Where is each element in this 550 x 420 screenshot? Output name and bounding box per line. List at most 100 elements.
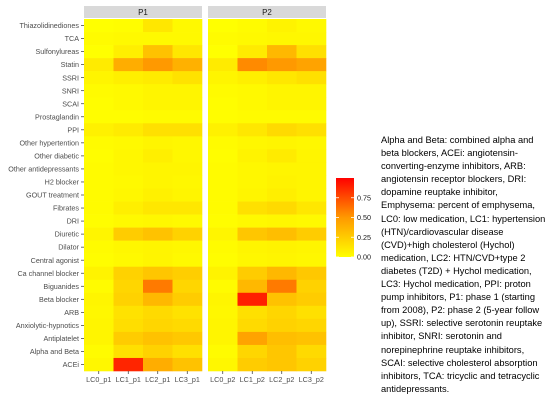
heatmap-cell <box>113 331 144 346</box>
heatmap-cell <box>172 227 203 241</box>
heatmap-cell <box>267 227 297 241</box>
heatmap-cell <box>84 123 114 137</box>
heatmap-cell <box>172 45 203 59</box>
heatmap-cell <box>237 240 268 254</box>
y-tick-label: Ca channel blocker <box>17 269 79 278</box>
heatmap-cell <box>172 318 203 333</box>
heatmap-cell <box>267 19 297 33</box>
heatmap-cell <box>237 357 268 372</box>
heatmap-cell <box>143 318 173 333</box>
heatmap-cell <box>267 279 297 294</box>
heatmap-cell <box>267 162 297 176</box>
heatmap-cell <box>237 71 268 85</box>
heatmap-cell <box>143 175 173 189</box>
heatmap-cell <box>208 253 238 268</box>
heatmap-cell <box>267 318 297 333</box>
y-tick-label: Dilator <box>58 243 79 252</box>
heatmap-cell <box>113 136 144 150</box>
panel-p1: P1 <box>84 6 203 372</box>
heatmap-cell <box>296 97 327 111</box>
heatmap-cell <box>143 292 173 307</box>
heatmap-cell <box>296 71 327 85</box>
heatmap-cell <box>208 123 238 137</box>
heatmap-cell <box>143 58 173 72</box>
heatmap-cell <box>208 136 238 150</box>
heatmap-cell <box>267 240 297 254</box>
heatmap-cell <box>267 305 297 320</box>
heatmap-cell <box>208 45 238 59</box>
heatmap-cell <box>208 84 238 98</box>
heatmap-cell <box>172 123 203 137</box>
heatmap-cell <box>296 227 327 241</box>
heatmap-cell <box>143 19 173 33</box>
panel-p2: P2 <box>208 6 327 372</box>
heatmap-cell <box>113 45 144 59</box>
heatmap-cell <box>296 162 327 176</box>
heatmap-cell <box>237 201 268 215</box>
heatmap-cell <box>296 279 327 294</box>
heatmap-cell <box>143 214 173 228</box>
heatmap-cell <box>237 58 268 72</box>
heatmap-cell <box>208 71 238 85</box>
heatmap-cell <box>208 110 238 124</box>
heatmap-cell <box>267 58 297 72</box>
heatmap-cell <box>267 136 297 150</box>
heatmap-cell <box>237 123 268 137</box>
heatmap-cell <box>172 240 203 254</box>
heatmap-cell <box>113 188 144 202</box>
heatmap-cell <box>143 305 173 320</box>
figure-caption: Alpha and Beta: combined alpha and beta … <box>381 135 546 394</box>
y-tick-label: Other diabetic <box>34 151 79 160</box>
heatmap-cell <box>172 201 203 215</box>
colorbar-tick-label: 0.50 <box>357 213 371 222</box>
heatmap-cell <box>296 45 327 59</box>
heatmap-cell <box>237 214 268 228</box>
heatmap-cell <box>267 32 297 46</box>
heatmap-cell <box>113 110 144 124</box>
heatmap-cell <box>84 227 114 241</box>
heatmap-cell <box>237 292 268 307</box>
heatmap-cell <box>172 188 203 202</box>
panel-strip <box>208 6 326 18</box>
heatmap-cell <box>84 201 114 215</box>
heatmap-cell <box>267 357 297 372</box>
heatmap-cell <box>172 253 203 268</box>
heatmap-cell <box>113 227 144 241</box>
x-tick-label: LC3_p2 <box>299 375 324 384</box>
heatmap-cell <box>172 71 203 85</box>
heatmap-cell <box>143 136 173 150</box>
y-tick-label: Thiazolidinediones <box>19 21 79 30</box>
heatmap-cell <box>208 214 238 228</box>
heatmap-cell <box>267 175 297 189</box>
heatmap-cell <box>267 331 297 346</box>
heatmap-cell <box>113 344 144 359</box>
heatmap-cell <box>172 84 203 98</box>
heatmap-cell <box>267 214 297 228</box>
heatmap-cell <box>208 266 238 281</box>
heatmap-cell <box>113 32 144 46</box>
y-tick-label: SNRI <box>62 86 79 95</box>
heatmap-cell <box>84 266 114 281</box>
heatmap-cell <box>84 32 114 46</box>
heatmap-cell <box>208 279 238 294</box>
y-tick-label: PPI <box>67 125 79 134</box>
heatmap-cell <box>208 19 238 33</box>
heatmap-cell <box>267 344 297 359</box>
y-tick-label: GOUT treatment <box>26 191 79 200</box>
heatmap-cell <box>208 292 238 307</box>
heatmap-cell <box>267 201 297 215</box>
heatmap-cell <box>143 71 173 85</box>
heatmap-cell <box>296 292 327 307</box>
x-tick-label: LC2_p1 <box>145 375 170 384</box>
column-labels: LC0_p1 LC1_p1 LC2_p1 LC3_p1 LC0_p2 LC1_p2 LC2_… <box>86 371 324 384</box>
heatmap-cell <box>113 71 144 85</box>
y-tick-label: Antiplatelet <box>43 334 79 343</box>
y-tick-label: H2 blocker <box>45 178 80 187</box>
heatmap-cell <box>296 175 327 189</box>
heatmap-cell <box>267 84 297 98</box>
y-tick-label: Beta blocker <box>39 295 80 304</box>
heatmap-cell <box>237 162 268 176</box>
heatmap-cell <box>267 97 297 111</box>
heatmap-cell <box>296 188 327 202</box>
heatmap-cell <box>172 266 203 281</box>
